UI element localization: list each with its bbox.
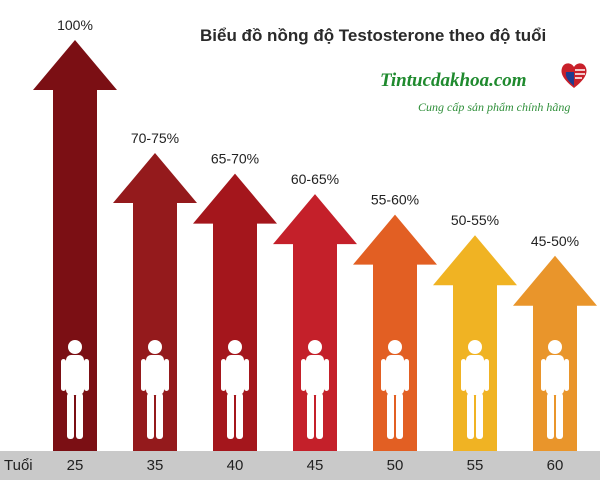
x-tick-label-25: 25: [67, 457, 84, 474]
data-label-50: 55-60%: [371, 192, 419, 208]
x-tick-label-60: 60: [547, 457, 564, 474]
person-silhouette-icon: [541, 340, 569, 439]
x-axis-band: [0, 451, 600, 480]
data-label-45: 60-65%: [291, 171, 339, 187]
data-label-40: 65-70%: [211, 151, 259, 167]
person-silhouette-icon: [141, 340, 169, 439]
brand-tagline: Cung cấp sản phẩm chính hãng: [418, 100, 571, 114]
bar-arrow-45: [273, 194, 357, 451]
x-tick-label-55: 55: [467, 457, 484, 474]
bar-arrow-35: [113, 153, 197, 451]
bar-arrow-50: [353, 214, 437, 451]
x-tick-label-50: 50: [387, 457, 404, 474]
person-silhouette-icon: [461, 340, 489, 439]
x-tick-label-40: 40: [227, 457, 244, 474]
chart-title: Biểu đồ nồng độ Testosterone theo độ tuổ…: [200, 26, 547, 45]
person-silhouette-icon: [61, 340, 89, 439]
person-silhouette-icon: [381, 340, 409, 439]
x-tick-label-35: 35: [147, 457, 164, 474]
person-silhouette-icon: [221, 340, 249, 439]
brand-logo-text[interactable]: Tintucdakhoa.com: [380, 70, 527, 91]
bar-arrow-25: [33, 40, 117, 451]
heart-flag-icon: [561, 63, 587, 88]
person-silhouette-icon: [301, 340, 329, 439]
data-label-55: 50-55%: [451, 212, 499, 228]
x-tick-label-45: 45: [307, 457, 324, 474]
data-label-35: 70-75%: [131, 130, 179, 146]
data-label-25: 100%: [57, 17, 93, 33]
data-label-60: 45-50%: [531, 233, 579, 249]
x-axis-label: Tuổi: [4, 457, 33, 474]
bar-arrow-40: [193, 173, 277, 451]
